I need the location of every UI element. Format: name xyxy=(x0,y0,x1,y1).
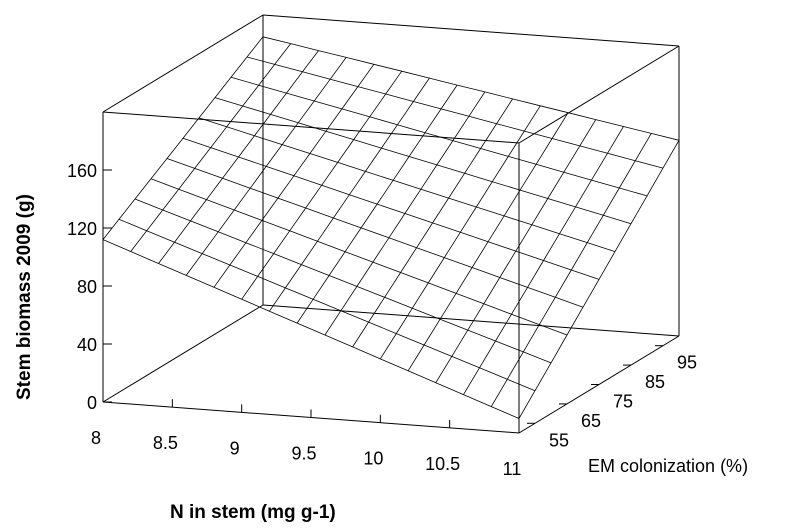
y-tick-label: 75 xyxy=(613,392,633,412)
surface-mesh-line xyxy=(230,76,648,197)
x-tick-label: 10.5 xyxy=(425,454,460,474)
y-tick-label: 95 xyxy=(677,353,697,373)
x-tick-label: 8.5 xyxy=(153,433,178,453)
y-tick-label: 55 xyxy=(549,430,569,450)
surface-mesh-line xyxy=(102,239,520,419)
z-tick-label: 120 xyxy=(67,219,97,239)
z-tick-label: 80 xyxy=(77,277,97,297)
y-tick-label: 65 xyxy=(581,411,601,431)
y-tick-label: 85 xyxy=(645,372,665,392)
surface-mesh xyxy=(102,36,680,419)
surface-mesh-line xyxy=(262,36,680,141)
plot-box xyxy=(102,14,680,434)
surface-mesh-line xyxy=(118,218,536,392)
x-tick-label: 11 xyxy=(503,459,522,479)
x-tick-label: 9 xyxy=(230,438,240,458)
axis-ticks: 0 40 80 120 160 8 8.5 9 9.5 10 10.5 11 55 65 75 85 95 xyxy=(67,161,697,479)
box-edge xyxy=(102,304,264,403)
surface-mesh-line xyxy=(150,178,568,336)
box-edge xyxy=(518,45,680,144)
z-tick-label: 160 xyxy=(67,161,97,181)
z-tick-label: 40 xyxy=(77,335,97,355)
x-axis-label: N in stem (mg g-1) xyxy=(170,502,336,523)
y-axis-label: EM colonization (%) xyxy=(588,456,748,476)
box-edge xyxy=(102,14,264,113)
surface-mesh-line xyxy=(166,158,584,308)
surface-mesh-line xyxy=(198,117,616,252)
box-edge xyxy=(262,304,680,337)
box-edge xyxy=(262,14,680,47)
surface-mesh-line xyxy=(134,198,552,364)
x-tick-label: 10 xyxy=(363,449,383,469)
z-tick-label: 0 xyxy=(87,393,97,413)
x-tick-label: 9.5 xyxy=(291,444,316,464)
box-edge xyxy=(102,111,520,144)
z-axis-label: Stem biomass 2009 (g) xyxy=(14,194,35,400)
surface-mesh-line xyxy=(246,56,664,169)
surface-mesh-line xyxy=(214,97,632,225)
surface-mesh-line xyxy=(182,137,600,280)
x-tick-label: 8 xyxy=(91,428,101,448)
